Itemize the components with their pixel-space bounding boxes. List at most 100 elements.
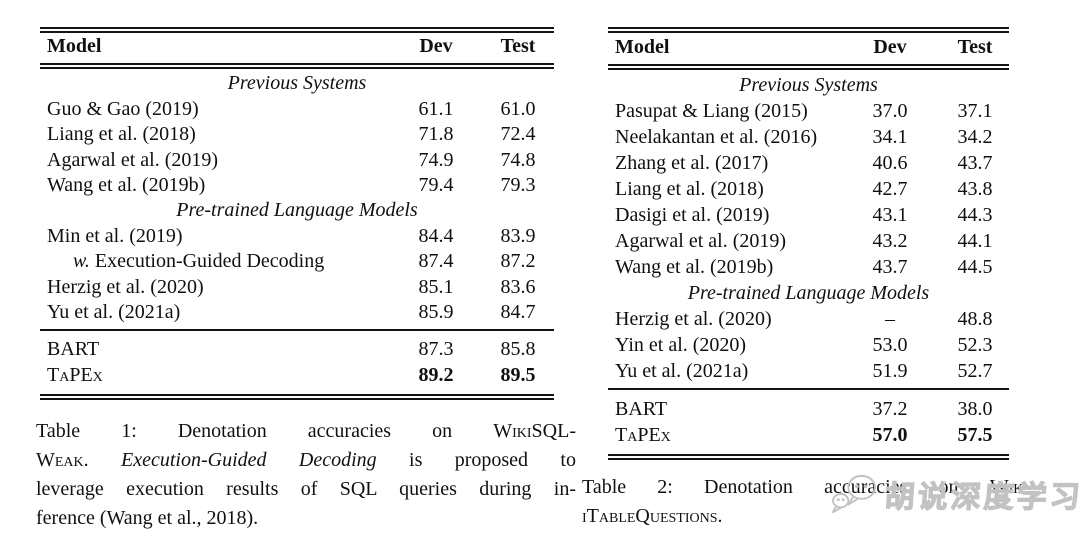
dev-cell: 53.0 [872, 334, 908, 356]
table-rule [608, 64, 1009, 70]
text-segment: Herzig et al. (2020) [47, 275, 204, 298]
section-label: Pre-trained Language Models [687, 282, 930, 304]
text-segment [89, 449, 121, 471]
text-segment: is proposed to [376, 449, 576, 472]
model-cell: Herzig et al. (2020) [40, 275, 390, 300]
dev-cell: 84.4 [418, 224, 454, 247]
header-test: Test [500, 35, 536, 57]
table-body: Previous Systems Pasupat & Liang (2015) 37… [608, 70, 1009, 448]
text-segment: Guo & Gao (2019) [47, 97, 199, 120]
test-cell: 38.0 [957, 398, 993, 420]
test-cell: 52.7 [957, 360, 993, 382]
text-segment: Execution-Guided Decoding [121, 449, 377, 472]
text-segment: TaPEx [47, 363, 103, 386]
table-row: BART 37.2 38.0 [608, 396, 1009, 422]
test-cell: 61.0 [500, 97, 536, 120]
model-cell: Pasupat & Liang (2015) [608, 98, 839, 124]
dev-cell: 43.1 [872, 204, 908, 226]
text-segment: w. [73, 250, 90, 273]
dev-cell: 37.0 [872, 100, 908, 122]
model-cell: Guo & Gao (2019) [40, 97, 390, 122]
model-cell: TaPEx [40, 363, 390, 388]
text-segment: Min et al. (2019) [47, 224, 183, 247]
dev-cell: 74.9 [418, 148, 454, 171]
model-cell: Yin et al. (2020) [608, 332, 839, 358]
header-model: Model [615, 36, 670, 58]
test-cell: 43.8 [957, 178, 993, 200]
text-segment: Yin et al. (2020) [615, 334, 747, 356]
section-header-row: Pre-trained Language Models [608, 280, 1009, 306]
dev-cell: 42.7 [872, 178, 908, 200]
test-cell: 52.3 [957, 334, 993, 356]
figure-table1: Model Dev Test Previous Systems Guo & Gao (2… [36, 16, 578, 533]
text-segment: Wang et al. (2019b) [47, 174, 206, 197]
table-row: Herzig et al. (2020) – 48.8 [608, 306, 1009, 332]
dev-cell: 89.2 [418, 363, 454, 386]
header-model: Model [47, 35, 102, 57]
test-cell: 84.7 [500, 301, 536, 324]
table2-caption: Table 2: Denotation accuracies on Wik-iT… [582, 473, 1030, 531]
wikitablequestions-table: Model Dev Test Previous Systems Pasupat & Li… [608, 27, 1009, 460]
model-cell: Herzig et al. (2020) [608, 306, 839, 332]
table-row: Herzig et al. (2020) 85.1 83.6 [40, 275, 554, 300]
test-cell: 79.3 [500, 174, 536, 197]
figure-table2: Model Dev Test Previous Systems Pasupat & Li… [582, 16, 1044, 531]
text-segment: Dasigi et al. (2019) [615, 204, 770, 226]
text-segment: Wang et al. (2019b) [615, 256, 774, 278]
text-segment: BART [615, 398, 668, 420]
test-cell: 44.1 [957, 230, 993, 252]
test-cell: 72.4 [500, 123, 536, 146]
model-cell: Dasigi et al. (2019) [608, 202, 839, 228]
test-cell: 57.5 [957, 424, 993, 446]
caption-line: ference (Wang et al., 2018). [36, 504, 576, 533]
caption-line: Weak. Execution-Guided Decoding is propo… [36, 446, 576, 475]
dev-cell: 57.0 [872, 424, 908, 446]
table-rule [40, 394, 554, 401]
text-segment: Liang et al. (2018) [615, 178, 764, 200]
model-cell: Yu et al. (2021a) [608, 358, 839, 384]
dev-cell: 51.9 [872, 360, 908, 382]
test-cell: 89.5 [500, 363, 536, 386]
dev-cell: 87.3 [418, 338, 454, 361]
text-segment: Agarwal et al. (2019) [615, 230, 787, 252]
table-rule [40, 329, 554, 332]
model-cell: w. Execution-Guided Decoding [40, 249, 390, 274]
table-row: Guo & Gao (2019) 61.1 61.0 [40, 97, 554, 122]
dev-cell: 85.1 [418, 275, 454, 298]
section-header-row: Previous Systems [608, 72, 1009, 98]
table-rule [40, 27, 554, 33]
dev-cell: 79.4 [418, 174, 454, 197]
header-dev: Dev [873, 36, 907, 58]
text-segment: WikiSQL- [493, 420, 576, 443]
text-segment: Weak. [36, 449, 89, 472]
wikisql-weak-table: Model Dev Test Previous Systems Guo & Gao (2… [40, 27, 554, 401]
text-segment: leverage execution results of SQL querie… [36, 478, 576, 501]
dev-cell: 71.8 [418, 123, 454, 146]
model-cell: Liang et al. (2018) [608, 176, 839, 202]
table-row: Dasigi et al. (2019) 43.1 44.3 [608, 202, 1009, 228]
text-segment: ference (Wang et al., 2018). [36, 507, 259, 530]
model-cell: Agarwal et al. (2019) [608, 228, 839, 254]
model-cell: Min et al. (2019) [40, 224, 390, 249]
text-segment: Herzig et al. (2020) [615, 308, 772, 330]
text-segment: TaPEx [615, 424, 671, 446]
table-body: Previous Systems Guo & Gao (2019) 61.1 61.0… [40, 69, 554, 388]
table-row: Yin et al. (2020) 53.0 52.3 [608, 332, 1009, 358]
text-segment: Liang et al. (2018) [47, 123, 196, 146]
section-header-row: Pre-trained Language Models [40, 198, 554, 223]
table-row: Neelakantan et al. (2016) 34.1 34.2 [608, 124, 1009, 150]
text-segment: Yu et al. (2021a) [47, 301, 181, 324]
text-segment: Table 1: Denotation accuracies on [36, 420, 494, 443]
table-row: Yu et al. (2021a) 85.9 84.7 [40, 300, 554, 325]
caption-line: leverage execution results of SQL querie… [36, 475, 576, 504]
model-cell: Zhang et al. (2017) [608, 150, 839, 176]
test-cell: 83.9 [500, 224, 536, 247]
section-label: Previous Systems [227, 72, 367, 95]
test-cell: 44.5 [957, 256, 993, 278]
table-row: Zhang et al. (2017) 40.6 43.7 [608, 150, 1009, 176]
model-cell: Wang et al. (2019b) [608, 254, 839, 280]
table-row: Wang et al. (2019b) 79.4 79.3 [40, 173, 554, 198]
test-cell: 44.3 [957, 204, 993, 226]
table-row: Min et al. (2019) 84.4 83.9 [40, 224, 554, 249]
section-label: Pre-trained Language Models [176, 199, 418, 222]
